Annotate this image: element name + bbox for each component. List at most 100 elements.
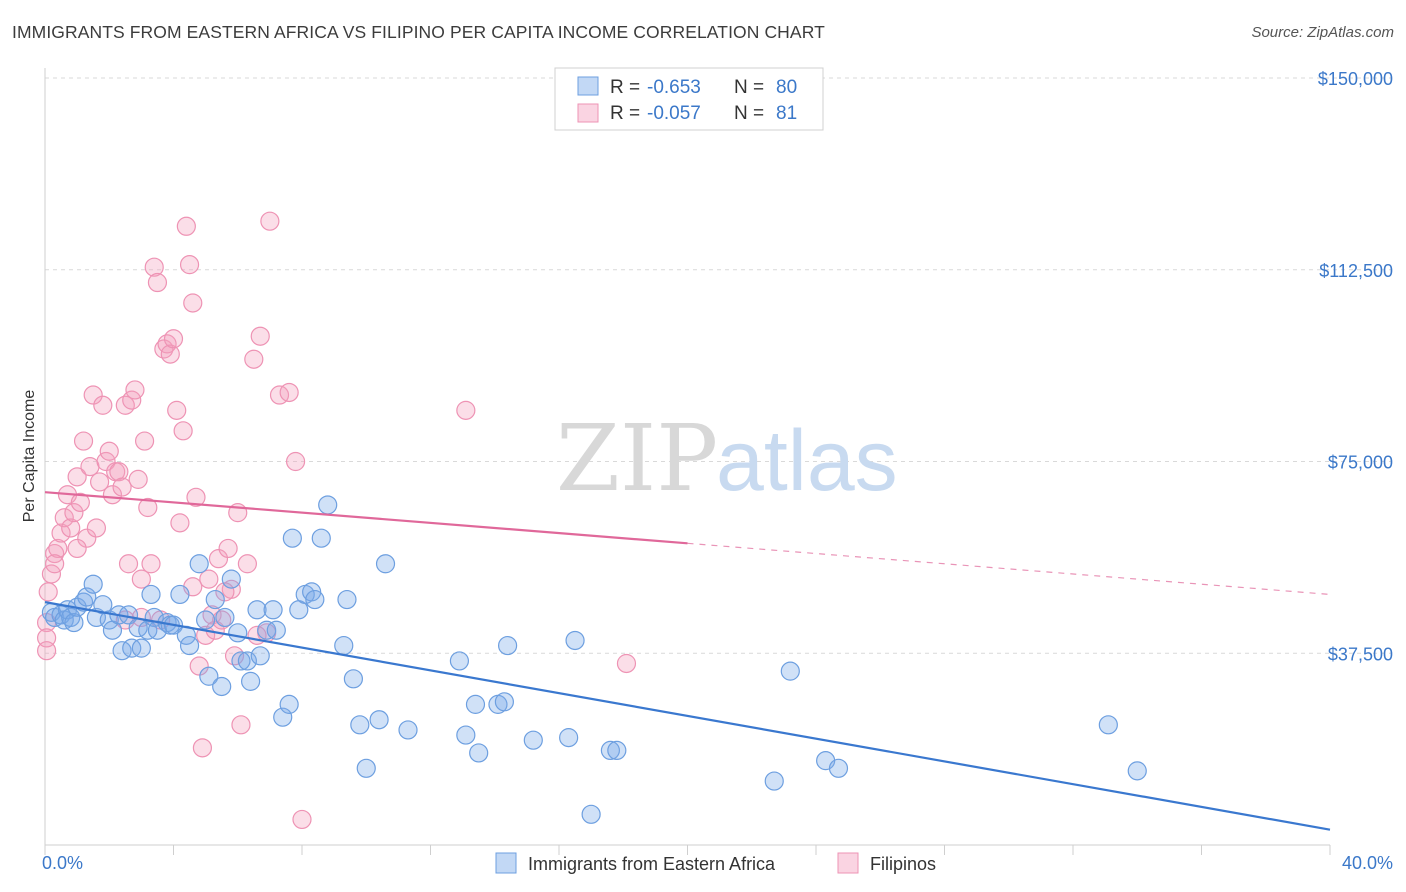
series-legend: Immigrants from Eastern Africa Filipinos xyxy=(495,852,936,874)
series-legend-swatch-blue xyxy=(495,852,517,874)
eastern-africa-point-61 xyxy=(369,710,389,730)
filipinos-point-48 xyxy=(192,738,213,758)
eastern-africa-point-38 xyxy=(228,623,248,643)
eastern-africa-point-34 xyxy=(205,589,225,610)
filipinos-point-11 xyxy=(73,431,94,451)
filipinos-point-73 xyxy=(37,641,57,661)
x-tick-label-0: 0.0% xyxy=(42,853,83,873)
eastern-africa-point-76 xyxy=(607,740,627,761)
eastern-africa-point-63 xyxy=(398,720,418,740)
eastern-africa-point-75 xyxy=(600,740,621,761)
filipinos-point-50 xyxy=(199,569,219,589)
filipinos-point-29 xyxy=(131,569,151,589)
trend-line-1-solid xyxy=(44,491,688,545)
eastern-africa-point-43 xyxy=(250,646,270,666)
eastern-africa-point-30 xyxy=(179,635,200,656)
eastern-africa-point-48 xyxy=(279,694,299,714)
y-tick-labels: $37,500 $75,000 $112,500 $150,000 xyxy=(1318,69,1393,664)
eastern-africa-point-77 xyxy=(764,771,784,791)
eastern-africa-point-58 xyxy=(343,669,363,689)
eastern-africa-point-56 xyxy=(334,635,354,656)
filipinos-point-15 xyxy=(86,518,107,538)
chart-title: IMMIGRANTS FROM EASTERN AFRICA VS FILIPI… xyxy=(12,22,825,42)
filipinos-point-22 xyxy=(109,462,129,482)
filipinos-point-5 xyxy=(54,508,74,528)
eastern-africa-point-33 xyxy=(199,666,219,686)
filipinos-point-32 xyxy=(141,554,161,574)
eastern-africa-point-41 xyxy=(241,671,261,691)
chart-source: Source: ZipAtlas.com xyxy=(1251,24,1394,41)
eastern-africa-point-52 xyxy=(302,582,322,602)
filipinos-point-16 xyxy=(90,472,110,492)
legend-n-label-2: N = xyxy=(734,103,764,124)
filipinos-point-38 xyxy=(160,344,180,364)
eastern-africa-point-31 xyxy=(189,554,209,574)
watermark-atlas: atlas xyxy=(716,413,898,509)
eastern-africa-point-78 xyxy=(780,661,800,681)
filipinos-point-44 xyxy=(179,255,200,275)
filipinos-point-26 xyxy=(122,390,142,410)
eastern-africa-point-28 xyxy=(170,584,190,605)
eastern-africa-point-80 xyxy=(828,758,849,778)
filipinos-point-36 xyxy=(154,339,174,359)
legend-swatch-blue xyxy=(577,76,599,96)
filipinos-point-59 xyxy=(231,715,251,735)
filipinos-point-30 xyxy=(134,431,155,451)
filipinos-point-64 xyxy=(260,211,280,231)
eastern-africa-point-45 xyxy=(263,600,283,620)
trend-line-0 xyxy=(44,601,1331,831)
eastern-africa-point-44 xyxy=(257,620,277,640)
filipinos-point-66 xyxy=(279,382,299,403)
eastern-africa-point-82 xyxy=(1127,761,1147,781)
eastern-africa-point-6 xyxy=(64,612,84,633)
legend-n-value-1: 80 xyxy=(776,77,797,98)
y-tick-label-1: $75,000 xyxy=(1328,453,1393,473)
watermark-zip: ZIP xyxy=(556,405,718,512)
filipinos-point-75 xyxy=(67,538,87,559)
eastern-africa-point-71 xyxy=(523,730,543,750)
filipinos-point-13 xyxy=(80,457,100,477)
filipinos-point-28 xyxy=(128,469,148,489)
eastern-africa-point-13 xyxy=(99,610,119,630)
filipinos-point-17 xyxy=(93,395,113,415)
legend-box xyxy=(554,67,824,131)
eastern-africa-point-57 xyxy=(337,589,357,610)
eastern-africa-point-69 xyxy=(494,692,514,712)
filipinos-point-43 xyxy=(176,216,196,236)
legend-r-value-2: -0.057 xyxy=(647,103,701,124)
eastern-africa-point-53 xyxy=(305,589,325,610)
y-tick-label-3: $150,000 xyxy=(1318,69,1393,89)
eastern-africa-point-37 xyxy=(221,569,241,589)
grid-lines xyxy=(45,77,1392,654)
filipinos-point-57 xyxy=(224,646,245,666)
filipinos-point-10 xyxy=(70,492,90,513)
filipinos-point-53 xyxy=(208,549,229,569)
eastern-africa-point-20 xyxy=(131,638,151,658)
legend-n-value-2: 81 xyxy=(776,103,797,124)
filipinos-point-2 xyxy=(45,543,65,564)
filipinos-point-27 xyxy=(125,380,145,400)
filipinos-point-55 xyxy=(218,538,238,559)
filipinos-point-41 xyxy=(170,513,190,533)
filipinos-point-23 xyxy=(112,477,132,497)
x-tick-label-1: 40.0% xyxy=(1342,853,1393,873)
filipinos-point-8 xyxy=(64,503,84,523)
eastern-africa-point-64 xyxy=(449,651,470,671)
legend-n-label-1: N = xyxy=(734,77,764,98)
eastern-africa-point-67 xyxy=(469,743,489,763)
eastern-africa-point-73 xyxy=(565,630,585,651)
filipinos-point-37 xyxy=(157,334,177,354)
filipinos-point-40 xyxy=(167,400,187,420)
eastern-africa-point-36 xyxy=(215,607,235,628)
filipinos-point-1 xyxy=(41,564,62,584)
filipinos-point-14 xyxy=(83,385,103,405)
series-filipinos-points xyxy=(37,211,637,830)
filipinos-point-54 xyxy=(212,610,232,630)
filipinos-point-9 xyxy=(67,467,87,487)
series-legend-label-pink: Filipinos xyxy=(870,854,936,874)
filipinos-point-7 xyxy=(61,518,81,538)
filipinos-point-74 xyxy=(45,554,65,574)
filipinos-point-62 xyxy=(250,326,270,346)
filipinos-point-3 xyxy=(48,538,68,559)
eastern-africa-point-35 xyxy=(212,676,232,697)
